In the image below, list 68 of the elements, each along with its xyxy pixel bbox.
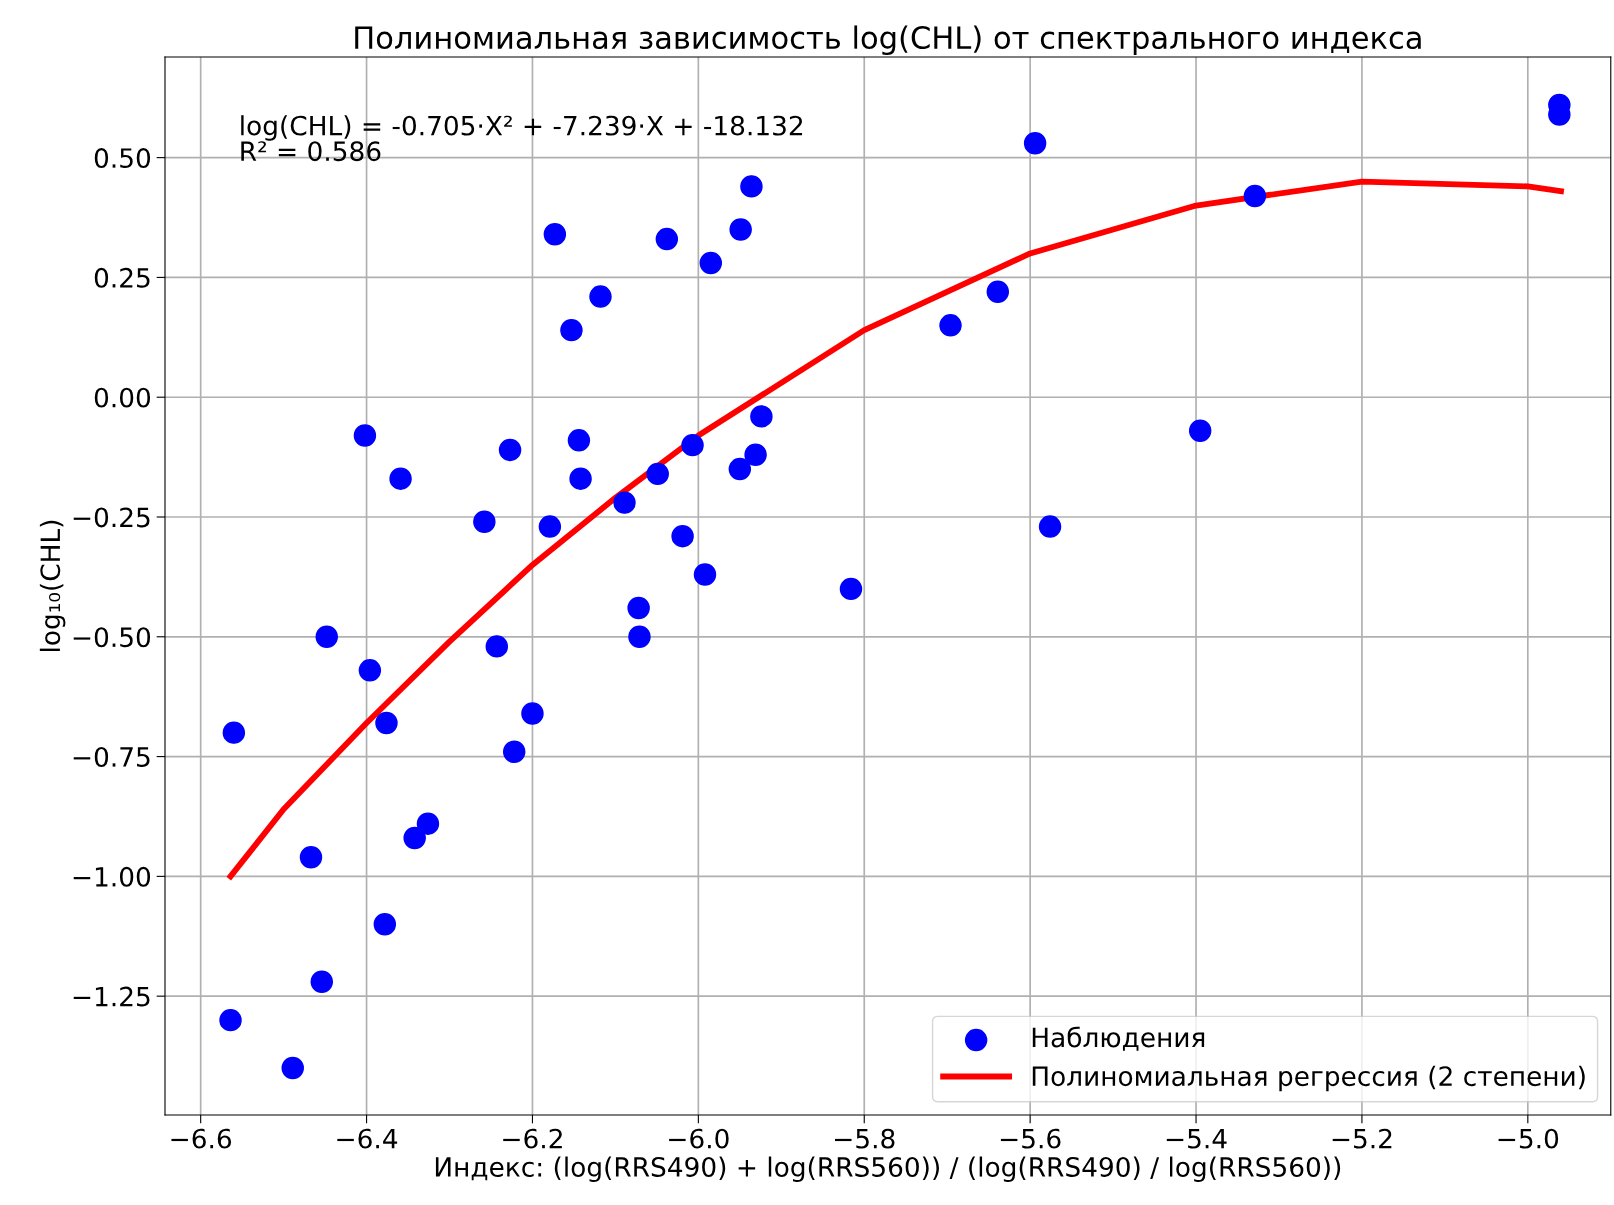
point <box>498 438 522 462</box>
point <box>538 515 562 538</box>
y-axis-title: log₁₀(CHL) <box>39 520 66 651</box>
point <box>671 524 694 548</box>
point <box>744 443 767 466</box>
x-tick-label: −6.2 <box>503 1128 562 1149</box>
point <box>1243 184 1267 208</box>
point <box>567 429 591 452</box>
point <box>543 223 567 246</box>
point <box>353 424 377 447</box>
x-tick-label: −6.6 <box>171 1128 232 1149</box>
x-tick-label: −5.6 <box>1000 1128 1061 1149</box>
point <box>646 462 669 486</box>
y-tick-label: −0.25 <box>73 507 150 528</box>
point <box>681 433 704 457</box>
point <box>502 740 526 764</box>
point <box>560 318 583 342</box>
x-tick-label: −6.0 <box>669 1128 729 1149</box>
point <box>693 563 717 586</box>
point <box>473 510 496 534</box>
y-tick-label: −1.25 <box>73 986 150 1007</box>
point <box>740 175 763 198</box>
point <box>310 970 333 994</box>
point <box>628 625 651 649</box>
point <box>222 721 246 744</box>
point <box>315 625 338 649</box>
y-tick-label: 0.25 <box>94 267 150 288</box>
x-axis-title: Индекс: (log(RRS490) + log(RRS560)) / (log(RRS490) / log(RRS560)) <box>435 1156 1341 1183</box>
x-tick-label: −6.4 <box>337 1128 398 1149</box>
chart-title: Полиномиальная зависимость log(CHL) от спектрального индекса <box>355 25 1421 56</box>
point <box>986 280 1010 304</box>
legend-label: Полиномиальная регрессия (2 степени) <box>1032 1065 1585 1092</box>
point <box>728 457 752 481</box>
point <box>613 491 636 514</box>
point <box>521 702 544 725</box>
y-tick-label: −0.75 <box>73 747 150 767</box>
legend-label: Наблюдения <box>1032 1026 1205 1051</box>
point <box>373 913 397 936</box>
y-tick-label: 0.50 <box>94 148 151 169</box>
y-tick-label: 0.00 <box>94 387 151 408</box>
point <box>589 285 612 308</box>
point <box>750 405 773 428</box>
point <box>699 251 723 275</box>
point <box>219 1008 242 1032</box>
point <box>299 845 323 869</box>
point <box>375 711 398 735</box>
y-tick-label: −0.50 <box>73 627 151 648</box>
point <box>1023 132 1047 155</box>
x-tick-label: −5.2 <box>1332 1128 1392 1149</box>
point <box>358 659 382 682</box>
point <box>729 218 752 241</box>
point <box>389 467 412 490</box>
annotation: log(CHL) = -0.705·X² + -7.239·X + -18.132 R² = 0.586 <box>241 115 803 162</box>
point <box>403 826 426 850</box>
point <box>839 577 863 601</box>
point <box>627 596 650 620</box>
point <box>655 227 679 251</box>
x-tick-label: −5.4 <box>1166 1129 1227 1149</box>
point <box>281 1056 304 1080</box>
point <box>939 314 962 337</box>
point <box>1038 515 1062 538</box>
point <box>1188 419 1212 442</box>
x-tick-label: −5.8 <box>835 1128 895 1149</box>
point <box>569 467 592 490</box>
point <box>485 635 509 658</box>
x-tick-label: −5.0 <box>1498 1128 1559 1149</box>
y-tick-label: −1.00 <box>73 866 151 887</box>
point <box>416 812 440 835</box>
